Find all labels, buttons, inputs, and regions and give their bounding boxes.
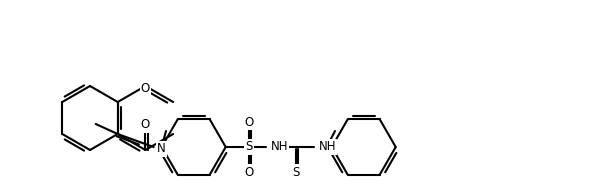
Text: O: O <box>141 83 150 95</box>
Text: N: N <box>157 142 166 156</box>
Text: O: O <box>141 118 150 132</box>
Text: O: O <box>244 116 253 128</box>
Text: NH: NH <box>319 141 336 153</box>
Text: NH: NH <box>271 141 288 153</box>
Text: S: S <box>245 141 252 153</box>
Text: S: S <box>292 166 299 179</box>
Text: O: O <box>244 166 253 179</box>
